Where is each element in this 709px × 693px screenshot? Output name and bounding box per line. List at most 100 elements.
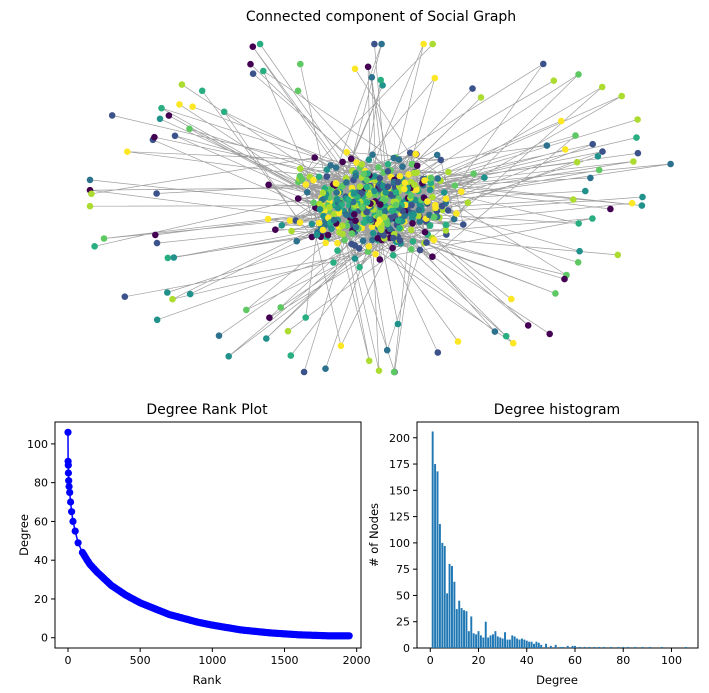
rank-ytick-label: 0 <box>41 632 48 645</box>
rank-point <box>65 482 73 491</box>
network-node <box>589 215 596 222</box>
network-node <box>450 215 458 223</box>
network-node <box>576 247 583 255</box>
histogram-bar <box>434 464 437 648</box>
network-node <box>164 289 171 296</box>
histogram-bar <box>446 593 449 648</box>
network-node <box>352 172 360 180</box>
network-node <box>356 183 364 190</box>
network-node <box>323 173 331 180</box>
network-node <box>260 67 267 75</box>
network-node <box>557 117 565 125</box>
histogram-bar <box>574 645 576 648</box>
histogram-bar <box>518 639 521 648</box>
network-node <box>364 63 372 71</box>
histogram-bar <box>494 631 497 648</box>
histogram-bars <box>431 431 687 648</box>
network-node <box>377 76 385 84</box>
histogram-bar <box>508 639 511 648</box>
histogram-bar <box>549 645 552 648</box>
network-node <box>570 196 577 203</box>
network-node <box>333 189 340 196</box>
rank-xtick-label: 0 <box>64 654 71 667</box>
network-node <box>437 156 445 164</box>
network-node <box>296 219 304 226</box>
network-node <box>410 169 418 177</box>
network-node <box>308 220 316 228</box>
histogram-bar <box>571 645 574 648</box>
histogram-bar <box>602 646 605 648</box>
network-node <box>365 156 373 164</box>
network-node <box>348 230 356 237</box>
histogram-xtick-label: 0 <box>427 654 434 667</box>
rank-ytick-label: 60 <box>34 515 48 528</box>
network-node <box>278 222 286 229</box>
network-node <box>401 179 409 187</box>
network-node <box>249 43 257 50</box>
network-node <box>256 40 264 48</box>
network-node <box>427 174 435 182</box>
network-node <box>391 212 398 220</box>
network-node <box>169 295 176 303</box>
network-node <box>573 158 581 166</box>
network-node <box>408 246 415 253</box>
network-node <box>342 210 350 218</box>
histogram-bar <box>436 471 439 648</box>
network-node <box>384 183 392 190</box>
network-node <box>310 176 317 184</box>
network-node <box>550 77 558 84</box>
network-node <box>348 240 355 248</box>
network-node <box>431 74 439 82</box>
network-node <box>294 87 302 95</box>
network-node <box>481 174 488 181</box>
network-node <box>369 151 376 158</box>
network-node <box>108 112 116 119</box>
histogram-xlabel: Degree <box>536 673 578 687</box>
network-node <box>358 161 366 168</box>
network-node <box>360 170 368 178</box>
network-node <box>364 248 372 255</box>
network-node <box>377 201 384 208</box>
network-node <box>434 175 442 182</box>
network-node <box>458 188 465 195</box>
network-node <box>598 83 606 91</box>
network-node <box>315 173 323 181</box>
histogram-bar <box>441 542 444 648</box>
network-node <box>365 243 373 250</box>
histogram-bar <box>448 563 451 648</box>
network-node <box>375 164 382 171</box>
network-node <box>368 74 376 81</box>
network-node <box>407 192 415 199</box>
network-node <box>371 40 378 48</box>
network-node <box>416 218 424 225</box>
histogram-bar <box>561 646 564 648</box>
network-node <box>430 236 438 244</box>
network-node <box>88 190 95 198</box>
network-node <box>333 196 341 203</box>
network-node <box>198 87 206 95</box>
network-node <box>363 199 371 206</box>
network-node <box>363 183 371 191</box>
network-node <box>470 170 478 177</box>
network-node <box>442 227 450 234</box>
network-node <box>266 314 273 322</box>
rank-ytick-label: 80 <box>34 477 48 490</box>
network-node <box>302 181 310 188</box>
histogram-bar <box>487 637 490 648</box>
network-node <box>410 211 417 218</box>
network-node <box>407 226 415 234</box>
network-node <box>322 365 329 373</box>
histogram-ytick-label: 0 <box>403 642 410 655</box>
network-node <box>392 189 400 196</box>
histogram-bar <box>443 546 446 648</box>
network-node <box>170 254 178 261</box>
network-node <box>304 189 311 196</box>
rank-points <box>64 428 353 640</box>
network-node <box>189 103 196 110</box>
rank-point <box>68 508 76 516</box>
histogram-bar <box>617 646 620 648</box>
histogram-bar <box>516 638 519 648</box>
histogram-bar <box>431 431 434 648</box>
histogram-ytick-label: 125 <box>389 511 410 524</box>
